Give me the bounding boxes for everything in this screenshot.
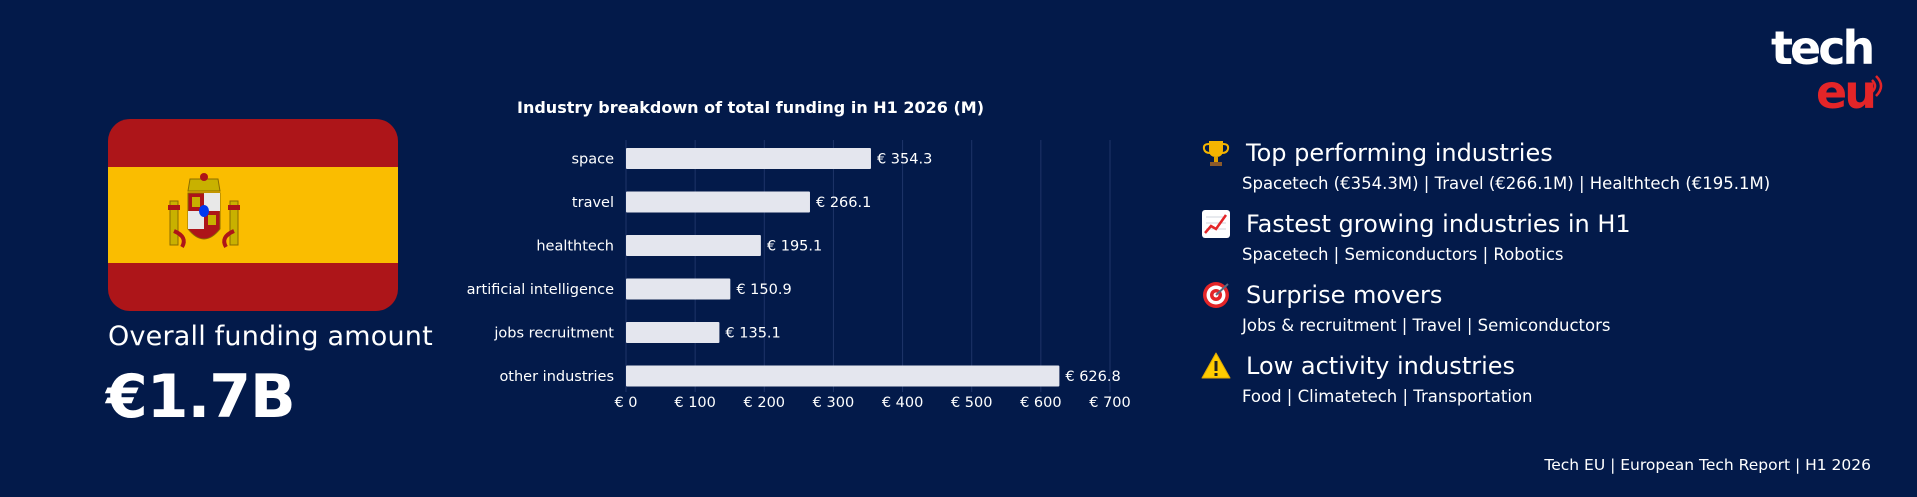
bar bbox=[626, 191, 810, 213]
x-tick-label: € 100 bbox=[674, 395, 716, 411]
spain-flag bbox=[108, 119, 398, 311]
coat-of-arms-icon bbox=[168, 173, 240, 249]
bar bbox=[626, 322, 720, 343]
bar bbox=[626, 148, 871, 169]
category-label: travel bbox=[572, 195, 614, 211]
category-label: artificial intelligence bbox=[467, 282, 614, 298]
warning-icon bbox=[1200, 350, 1232, 382]
x-tick-label: € 300 bbox=[813, 395, 855, 411]
category-label: other industries bbox=[499, 369, 614, 385]
svg-text:eu: eu bbox=[1816, 65, 1874, 114]
tech-eu-logo: tech eu bbox=[1771, 22, 1883, 114]
overall-funding-label: Overall funding amount bbox=[108, 321, 433, 352]
value-label: € 266.1 bbox=[816, 195, 871, 211]
svg-text:tech: tech bbox=[1771, 22, 1872, 75]
x-tick-label: € 400 bbox=[882, 395, 924, 411]
x-tick-label: € 600 bbox=[1020, 395, 1062, 411]
value-label: € 626.8 bbox=[1065, 369, 1120, 385]
footer-source: Tech EU | European Tech Report | H1 2026 bbox=[1544, 456, 1871, 474]
bar bbox=[626, 365, 1060, 387]
category-label: healthtech bbox=[536, 239, 614, 255]
insight-text: Spacetech | Semiconductors | Robotics bbox=[1242, 245, 1564, 264]
category-label: space bbox=[571, 152, 614, 168]
insight-title: Fastest growing industries in H1 bbox=[1246, 210, 1631, 238]
insight-title: Surprise movers bbox=[1246, 281, 1443, 309]
insight-top-performing: Top performing industries Spacetech (€35… bbox=[1200, 136, 1840, 193]
insight-text: Food | Climatetech | Transportation bbox=[1242, 387, 1533, 406]
value-label: € 195.1 bbox=[767, 239, 822, 255]
bar bbox=[626, 278, 731, 300]
trophy-icon bbox=[1200, 137, 1232, 169]
bar bbox=[626, 235, 761, 256]
x-tick-label: € 700 bbox=[1089, 395, 1131, 411]
chart-increasing-icon bbox=[1200, 208, 1232, 240]
category-label: jobs recruitment bbox=[493, 326, 614, 342]
x-tick-label: € 200 bbox=[744, 395, 786, 411]
value-label: € 135.1 bbox=[725, 326, 780, 342]
x-tick-label: € 500 bbox=[951, 395, 993, 411]
insight-text: Jobs & recruitment | Travel | Semiconduc… bbox=[1242, 316, 1611, 335]
chart-title: Industry breakdown of total funding in H… bbox=[517, 98, 985, 117]
insight-low-activity: Low activity industries Food | Climatete… bbox=[1200, 349, 1840, 406]
value-label: € 354.3 bbox=[877, 152, 932, 168]
value-label: € 150.9 bbox=[736, 282, 791, 298]
overall-funding-value: €1.7B bbox=[106, 362, 296, 432]
insight-title: Top performing industries bbox=[1246, 139, 1553, 167]
insights-panel: Top performing industries Spacetech (€35… bbox=[1200, 136, 1840, 420]
insight-text: Spacetech (€354.3M) | Travel (€266.1M) |… bbox=[1242, 174, 1771, 193]
insight-title: Low activity industries bbox=[1246, 352, 1516, 380]
insight-fastest-growing: Fastest growing industries in H1 Spacete… bbox=[1200, 207, 1840, 264]
insight-surprise-movers: Surprise movers Jobs & recruitment | Tra… bbox=[1200, 278, 1840, 335]
target-icon bbox=[1200, 279, 1232, 311]
x-tick-label: € 0 bbox=[614, 395, 637, 411]
